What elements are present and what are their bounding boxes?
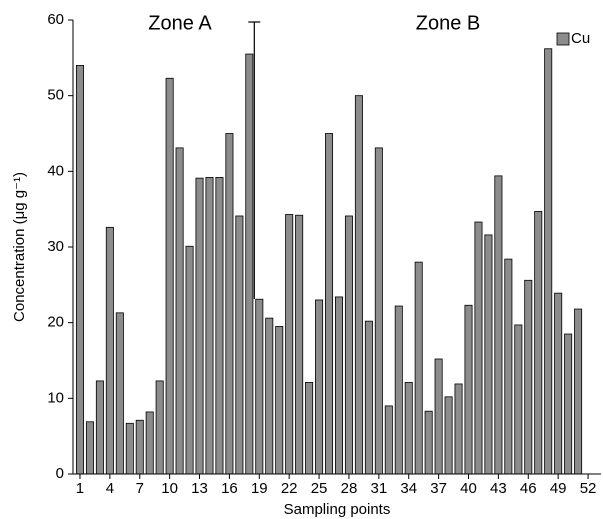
bar — [474, 221, 483, 475]
bar — [275, 326, 284, 475]
bar — [85, 421, 94, 475]
bar — [554, 292, 563, 475]
x-tick-label: 40 — [460, 480, 477, 497]
bar — [175, 147, 184, 475]
bar — [454, 383, 463, 475]
x-tick-label: 49 — [550, 480, 567, 497]
bar — [95, 380, 104, 475]
bar — [534, 211, 543, 475]
bar — [255, 298, 264, 475]
bar — [285, 214, 294, 475]
bar — [325, 133, 334, 475]
bar — [125, 422, 134, 475]
bar — [434, 358, 443, 475]
x-tick-label: 1 — [76, 480, 84, 497]
bar — [384, 405, 393, 475]
x-tick-label: 13 — [191, 480, 208, 497]
x-tick-label: 34 — [400, 480, 417, 497]
x-tick-label: 37 — [430, 480, 447, 497]
bar — [394, 305, 403, 475]
y-tick-label: 60 — [47, 11, 64, 28]
bar — [145, 411, 154, 475]
bar — [295, 214, 304, 475]
bar — [364, 320, 373, 475]
x-tick-label: 22 — [281, 480, 298, 497]
zone-label: Zone A — [148, 12, 212, 34]
bar — [404, 382, 413, 475]
y-tick-label: 30 — [47, 238, 64, 255]
bar — [235, 215, 244, 475]
bar — [155, 380, 164, 475]
bar — [494, 175, 503, 475]
bar — [424, 410, 433, 475]
bar — [354, 95, 363, 475]
x-tick-label: 43 — [490, 480, 507, 497]
x-axis-label: Sampling points — [284, 501, 391, 518]
bar — [135, 419, 144, 475]
bar — [464, 304, 473, 475]
zone-label: Zone B — [416, 12, 480, 34]
bar — [225, 133, 234, 475]
y-tick-label: 40 — [47, 162, 64, 179]
bar — [315, 299, 324, 475]
bar — [245, 53, 254, 475]
y-tick-label: 20 — [47, 314, 64, 331]
bar — [165, 77, 174, 475]
legend-swatch — [556, 32, 570, 46]
bar — [205, 176, 214, 475]
x-tick-label: 4 — [106, 480, 114, 497]
legend-label: Cu — [571, 30, 590, 47]
bar — [564, 333, 573, 475]
bar — [105, 226, 114, 475]
y-axis-label: Concentration (μg g⁻¹) — [11, 172, 28, 322]
x-tick-label: 25 — [311, 480, 328, 497]
bar — [574, 308, 583, 475]
bar — [544, 48, 553, 475]
bar — [514, 324, 523, 475]
bar — [484, 234, 493, 475]
bar — [414, 261, 423, 475]
y-tick-label: 10 — [47, 389, 64, 406]
bar — [334, 296, 343, 475]
bar — [195, 177, 204, 475]
bar — [374, 147, 383, 475]
x-tick-label: 10 — [161, 480, 178, 497]
bar — [75, 65, 84, 475]
bar — [524, 279, 533, 475]
bar — [265, 317, 274, 475]
x-tick-label: 19 — [251, 480, 268, 497]
x-tick-label: 46 — [520, 480, 537, 497]
bar — [115, 312, 124, 475]
x-tick-label: 52 — [580, 480, 597, 497]
bar — [215, 176, 224, 475]
bar — [504, 258, 513, 475]
bar — [444, 396, 453, 475]
x-tick-label: 31 — [370, 480, 387, 497]
y-tick-label: 0 — [56, 465, 64, 482]
bar — [185, 245, 194, 475]
x-tick-label: 28 — [341, 480, 358, 497]
bar — [344, 215, 353, 475]
x-tick-label: 16 — [221, 480, 238, 497]
x-tick-label: 7 — [136, 480, 144, 497]
bar — [305, 382, 314, 475]
y-tick-label: 50 — [47, 87, 64, 104]
